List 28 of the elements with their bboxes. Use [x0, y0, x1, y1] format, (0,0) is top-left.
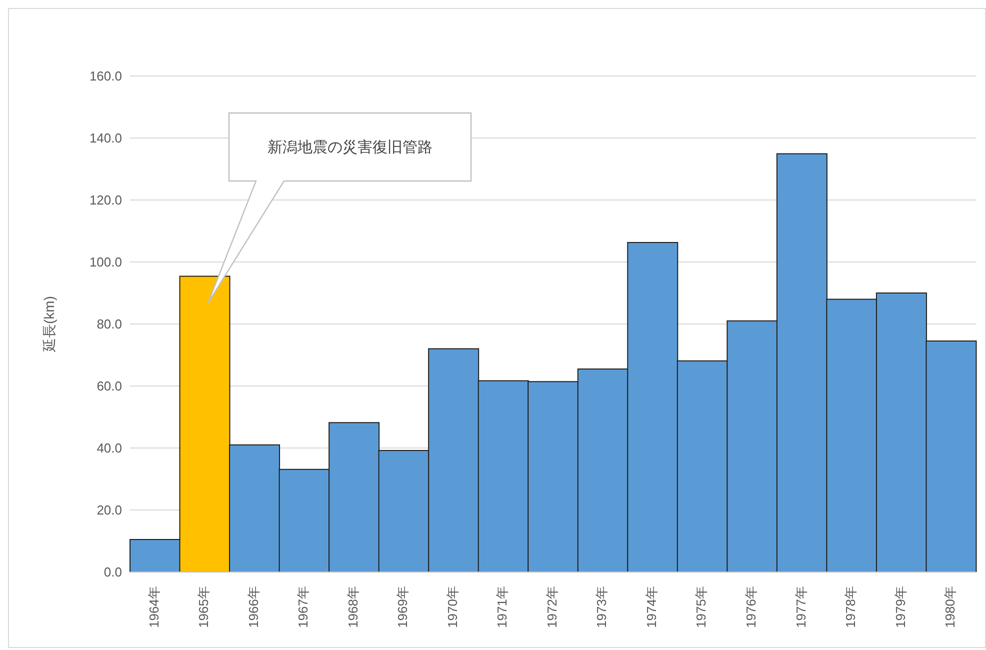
y-tick-label: 40.0: [96, 440, 122, 456]
x-tick-label: 1966年: [246, 586, 261, 628]
x-tick-label: 1973年: [594, 586, 610, 628]
x-tick-label: 1967年: [296, 586, 311, 628]
x-tick-label: 1980年: [942, 586, 958, 628]
y-axis-title: 延長(km): [40, 296, 57, 353]
x-tick-label: 1977年: [793, 586, 808, 628]
y-tick-label: 100.0: [89, 254, 122, 270]
x-tick-label: 1968年: [345, 586, 360, 628]
y-tick-label: 140.0: [89, 130, 122, 146]
x-tick-label: 1972年: [544, 586, 560, 628]
x-tick-label: 1976年: [743, 586, 758, 628]
y-tick-label: 20.0: [96, 502, 122, 518]
y-tick-label: 60.0: [96, 378, 122, 394]
y-tick-label: 160.0: [89, 68, 122, 84]
x-tick-label: 1979年: [892, 586, 908, 628]
x-tick-label: 1970年: [444, 586, 460, 628]
x-tick-label: 1971年: [494, 586, 510, 628]
x-tick-label: 1974年: [644, 586, 659, 628]
annotation: 新潟地震の災害復旧管路: [266, 138, 434, 158]
x-tick-label: 1975年: [694, 586, 709, 628]
y-tick-label: 0.0: [104, 564, 122, 580]
x-tick-label: 1965年: [196, 586, 212, 628]
y-tick-label: 80.0: [96, 316, 122, 332]
x-tick-label: 1969年: [395, 586, 410, 628]
y-tick-label: 120.0: [89, 192, 122, 208]
x-tick-label: 1964年: [146, 586, 162, 628]
x-tick-label: 1978年: [843, 586, 858, 628]
